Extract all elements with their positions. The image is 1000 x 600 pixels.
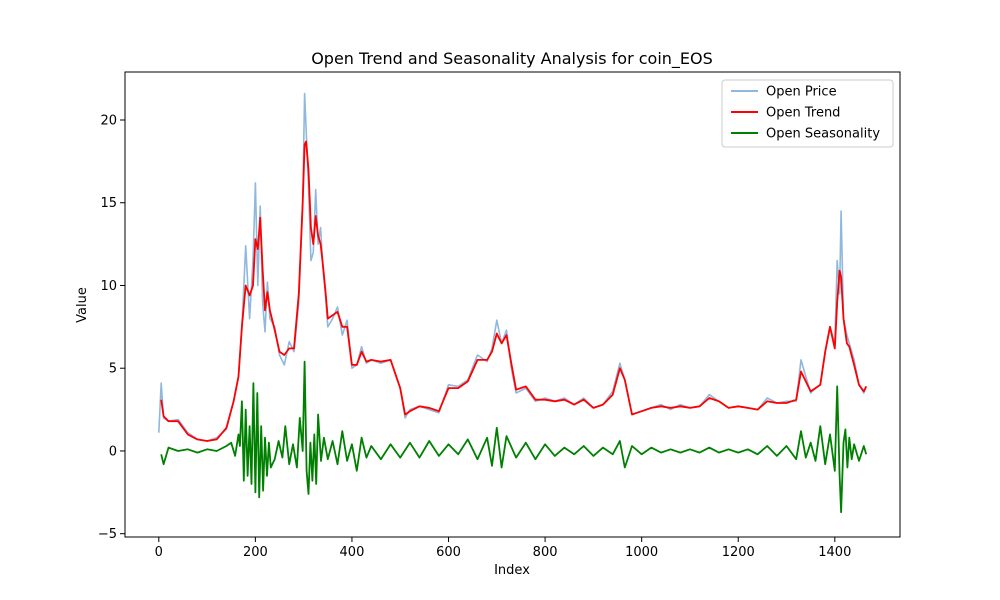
y-axis: −5 0 5 10 15 20 (98, 113, 125, 542)
x-tick-label: 400 (340, 545, 365, 560)
series-line-open-seasonality (160, 360, 868, 514)
x-tick-label: 800 (533, 545, 558, 560)
x-axis-label: Index (494, 563, 530, 578)
y-tick-label: 20 (100, 113, 117, 128)
legend-label: Open Price (766, 85, 837, 100)
y-tick-label: 5 (109, 362, 117, 377)
y-tick-label: 15 (100, 196, 117, 211)
legend-box (721, 79, 894, 148)
series-line-open-trend (160, 140, 868, 442)
x-tick-label: 600 (436, 545, 461, 560)
x-tick-label: 1200 (722, 545, 755, 560)
y-tick-label: 0 (109, 444, 117, 459)
chart-title: Open Trend and Seasonality Analysis for … (311, 49, 713, 69)
x-tick-label: 1000 (625, 545, 658, 560)
y-tick-label: 10 (100, 279, 117, 294)
legend: Open Price Open Trend Open Seasonality (721, 79, 894, 148)
series-line-open-price (158, 92, 867, 442)
y-tick-label: −5 (98, 527, 117, 542)
legend-label: Open Trend (766, 106, 840, 121)
x-tick-label: 0 (155, 545, 163, 560)
plot-frame (124, 71, 901, 538)
plot-area (158, 92, 868, 514)
legend-label: Open Seasonality (766, 127, 880, 142)
x-tick-label: 200 (243, 545, 268, 560)
x-axis: 0 200 400 600 800 1000 1200 1400 (155, 537, 851, 560)
x-tick-label: 1400 (818, 545, 851, 560)
y-axis-label: Value (75, 287, 90, 323)
